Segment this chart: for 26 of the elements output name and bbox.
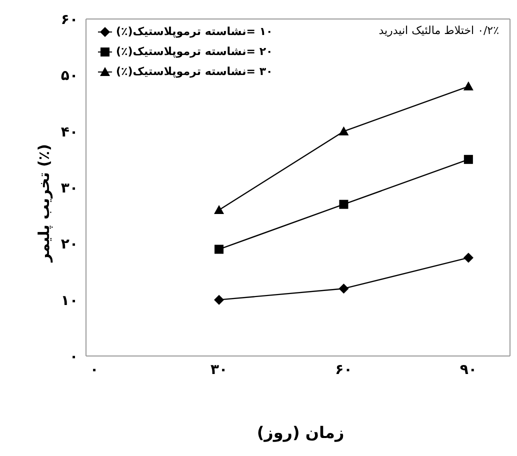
point	[338, 126, 349, 136]
point	[463, 252, 474, 263]
x-tick-label: ۹۰	[460, 362, 477, 378]
x-tick-label: ۰	[90, 362, 99, 378]
y-tick-label: ۱۰	[60, 292, 78, 309]
legend-label: ۲۰ =نشاسته ترموپلاستیک(٪)	[116, 44, 273, 60]
y-tick-label: ۵۰	[60, 68, 78, 84]
legend-label: ۳۰ =نشاسته ترموپلاستیک(٪)	[116, 64, 273, 80]
point	[338, 284, 349, 294]
x-axis-title: زمان (روز)	[256, 423, 346, 442]
point	[463, 81, 474, 90]
point	[214, 244, 224, 254]
y-axis-title: تخریب پلیمر (٪)	[35, 144, 53, 262]
point	[214, 204, 224, 214]
y-tick-label: ۴۰	[60, 124, 78, 140]
point	[214, 294, 224, 305]
x-tick-label: ۳۰	[210, 362, 228, 378]
y-tick-label: ۲۰	[60, 236, 78, 253]
y-tick-label: ۶۰	[60, 12, 78, 28]
x-tick-label: ۶۰	[335, 362, 352, 378]
y-tick-label: ۳۰	[60, 180, 78, 196]
legend-label: ۱۰ =نشاسته ترموپلاستیک(٪)	[116, 24, 273, 40]
point	[339, 200, 348, 209]
point	[464, 154, 473, 164]
y-tick-label: ۰	[69, 348, 78, 365]
annotation: ۰/۲٪ اختلاط مالئیک انیدرید	[378, 24, 499, 37]
